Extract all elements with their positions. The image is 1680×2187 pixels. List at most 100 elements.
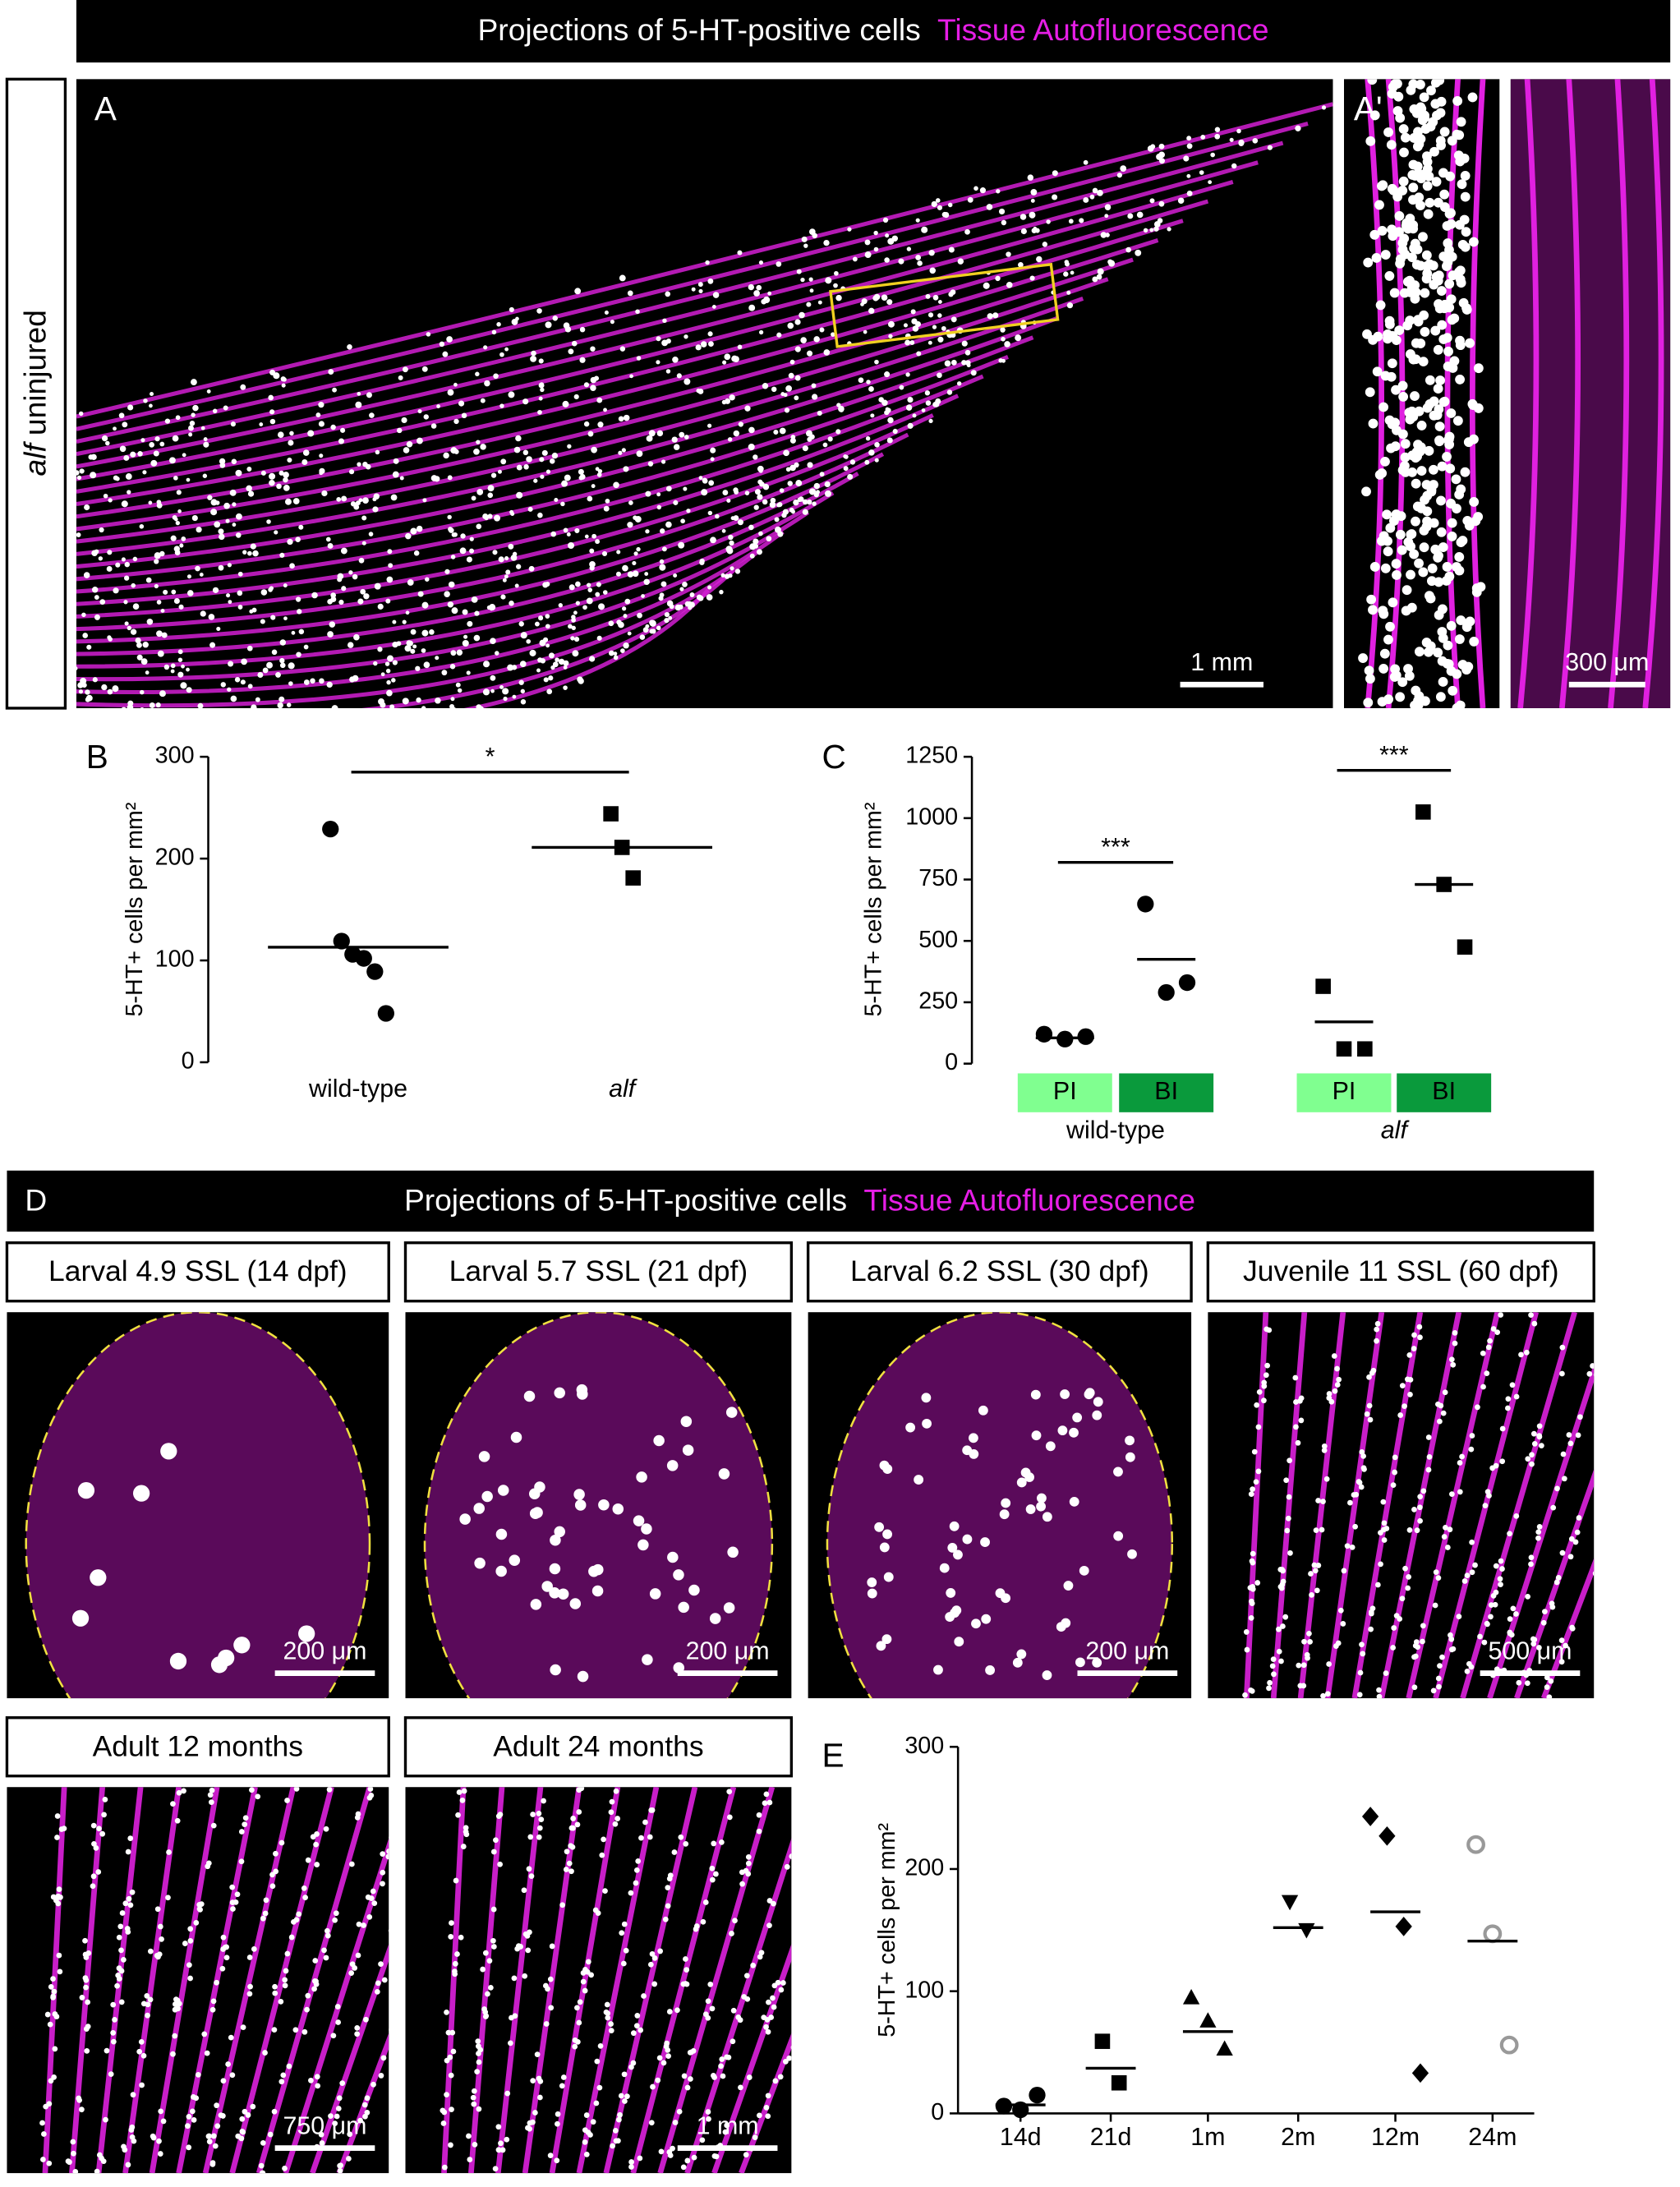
y-tick-label: 300 bbox=[155, 743, 195, 769]
y-tick-label: 1000 bbox=[905, 803, 958, 830]
y-tick-label: 1250 bbox=[905, 743, 958, 769]
header-title: Projections of 5-HT-positive cells Tissue… bbox=[478, 12, 1269, 47]
ray bbox=[657, 1787, 776, 2174]
ray bbox=[76, 452, 885, 644]
point bbox=[1182, 1988, 1200, 2005]
micrograph bbox=[440, 1787, 792, 2174]
ray bbox=[1406, 1312, 1501, 1699]
ray bbox=[76, 179, 1234, 469]
side-label-text: uninjured bbox=[17, 310, 52, 435]
header-highlight: Tissue Autofluorescence bbox=[863, 1183, 1195, 1218]
micrograph bbox=[1510, 79, 1671, 708]
scale-label: 200 μm bbox=[283, 1637, 366, 1664]
y-tick-label: 0 bbox=[931, 2099, 944, 2125]
point bbox=[333, 932, 350, 950]
image-bg bbox=[7, 1787, 389, 2174]
point bbox=[1158, 983, 1175, 1001]
ray bbox=[1324, 1312, 1385, 1699]
ray bbox=[76, 296, 1084, 544]
ray bbox=[684, 1838, 792, 2174]
ray bbox=[310, 1944, 389, 2174]
point bbox=[1315, 978, 1331, 994]
group-label: wild-type bbox=[1066, 1117, 1165, 1144]
point bbox=[1281, 1895, 1299, 1911]
y-tick-label: 500 bbox=[918, 927, 958, 953]
panel-title-box bbox=[806, 1241, 1193, 1303]
ray bbox=[1270, 1312, 1308, 1699]
micrograph bbox=[1242, 1312, 1595, 1699]
panel-title-box bbox=[5, 1716, 390, 1778]
ray bbox=[202, 1787, 297, 2174]
header-text: Projections of 5-HT-positive cells bbox=[404, 1183, 847, 1218]
group-label: alf bbox=[1381, 1117, 1411, 1144]
point bbox=[377, 1005, 394, 1022]
y-axis-label: 5-HT+ cells per mm² bbox=[874, 1822, 900, 2037]
significance-label: * bbox=[486, 743, 495, 771]
x-tick-label: BI bbox=[1154, 1077, 1178, 1105]
header-bar bbox=[7, 1170, 1595, 1232]
micrograph bbox=[1358, 79, 1486, 708]
y-tick-label: 0 bbox=[182, 1048, 195, 1075]
ray bbox=[229, 1787, 334, 2174]
point bbox=[1035, 1025, 1053, 1043]
category-box bbox=[1119, 1073, 1214, 1112]
ray bbox=[603, 1787, 698, 2174]
ray bbox=[76, 490, 835, 669]
ray bbox=[76, 432, 909, 632]
ray bbox=[711, 1944, 792, 2174]
side-label: alf uninjured bbox=[17, 310, 52, 476]
image-bg bbox=[1208, 1312, 1595, 1699]
point bbox=[1111, 2074, 1127, 2091]
ray bbox=[76, 199, 1209, 481]
panel-title-box bbox=[403, 1716, 794, 1778]
ray bbox=[76, 121, 1309, 431]
point bbox=[1415, 804, 1431, 820]
ray bbox=[149, 1787, 220, 2174]
ray bbox=[1558, 79, 1581, 708]
ray bbox=[1517, 79, 1540, 708]
ray bbox=[76, 472, 859, 656]
y-tick-label: 0 bbox=[945, 1049, 958, 1075]
point bbox=[1395, 1917, 1412, 1936]
ray bbox=[76, 160, 1259, 457]
image-bg bbox=[405, 1787, 792, 2174]
scale-label: 1 mm bbox=[697, 2111, 759, 2139]
significance-label: *** bbox=[1101, 833, 1130, 861]
point bbox=[1361, 1807, 1379, 1826]
x-tick-label: 14d bbox=[1000, 2123, 1042, 2151]
cells bbox=[1242, 1312, 1595, 1699]
point bbox=[1336, 1041, 1352, 1057]
point bbox=[1411, 2063, 1429, 2083]
ray bbox=[1385, 79, 1406, 708]
micrograph bbox=[826, 1312, 1173, 1699]
micrograph bbox=[76, 102, 1333, 708]
panel-title-box bbox=[5, 1241, 390, 1303]
point bbox=[1178, 974, 1196, 992]
scale-label: 500 μm bbox=[1488, 1637, 1572, 1664]
ray bbox=[76, 413, 934, 619]
ray bbox=[76, 257, 1134, 519]
ray bbox=[630, 1787, 737, 2174]
x-tick-label: 24m bbox=[1468, 2123, 1517, 2151]
scale-label: 1 mm bbox=[1190, 648, 1253, 676]
point bbox=[1029, 2086, 1046, 2104]
panel-title: Juvenile 11 SSL (60 dpf) bbox=[1243, 1255, 1559, 1287]
inset-box bbox=[829, 262, 1060, 348]
cells bbox=[1358, 79, 1486, 708]
x-tick-label: BI bbox=[1432, 1077, 1456, 1105]
header-title: Projections of 5-HT-positive cells Tissue… bbox=[404, 1183, 1195, 1218]
point bbox=[625, 870, 641, 886]
ray bbox=[576, 1787, 660, 2174]
ray bbox=[1608, 79, 1630, 708]
fin-tissue bbox=[826, 1312, 1173, 1699]
header-bar bbox=[76, 0, 1671, 63]
y-axis-label: 5-HT+ cells per mm² bbox=[122, 802, 148, 1016]
point bbox=[1137, 896, 1154, 913]
point bbox=[1483, 1924, 1503, 1944]
panel-title-box bbox=[1206, 1241, 1595, 1303]
scale-label: 750 μm bbox=[283, 2111, 366, 2139]
ray bbox=[76, 510, 810, 682]
scale-label: 200 μm bbox=[1085, 1637, 1169, 1664]
y-axis-label: 5-HT+ cells per mm² bbox=[860, 802, 886, 1016]
